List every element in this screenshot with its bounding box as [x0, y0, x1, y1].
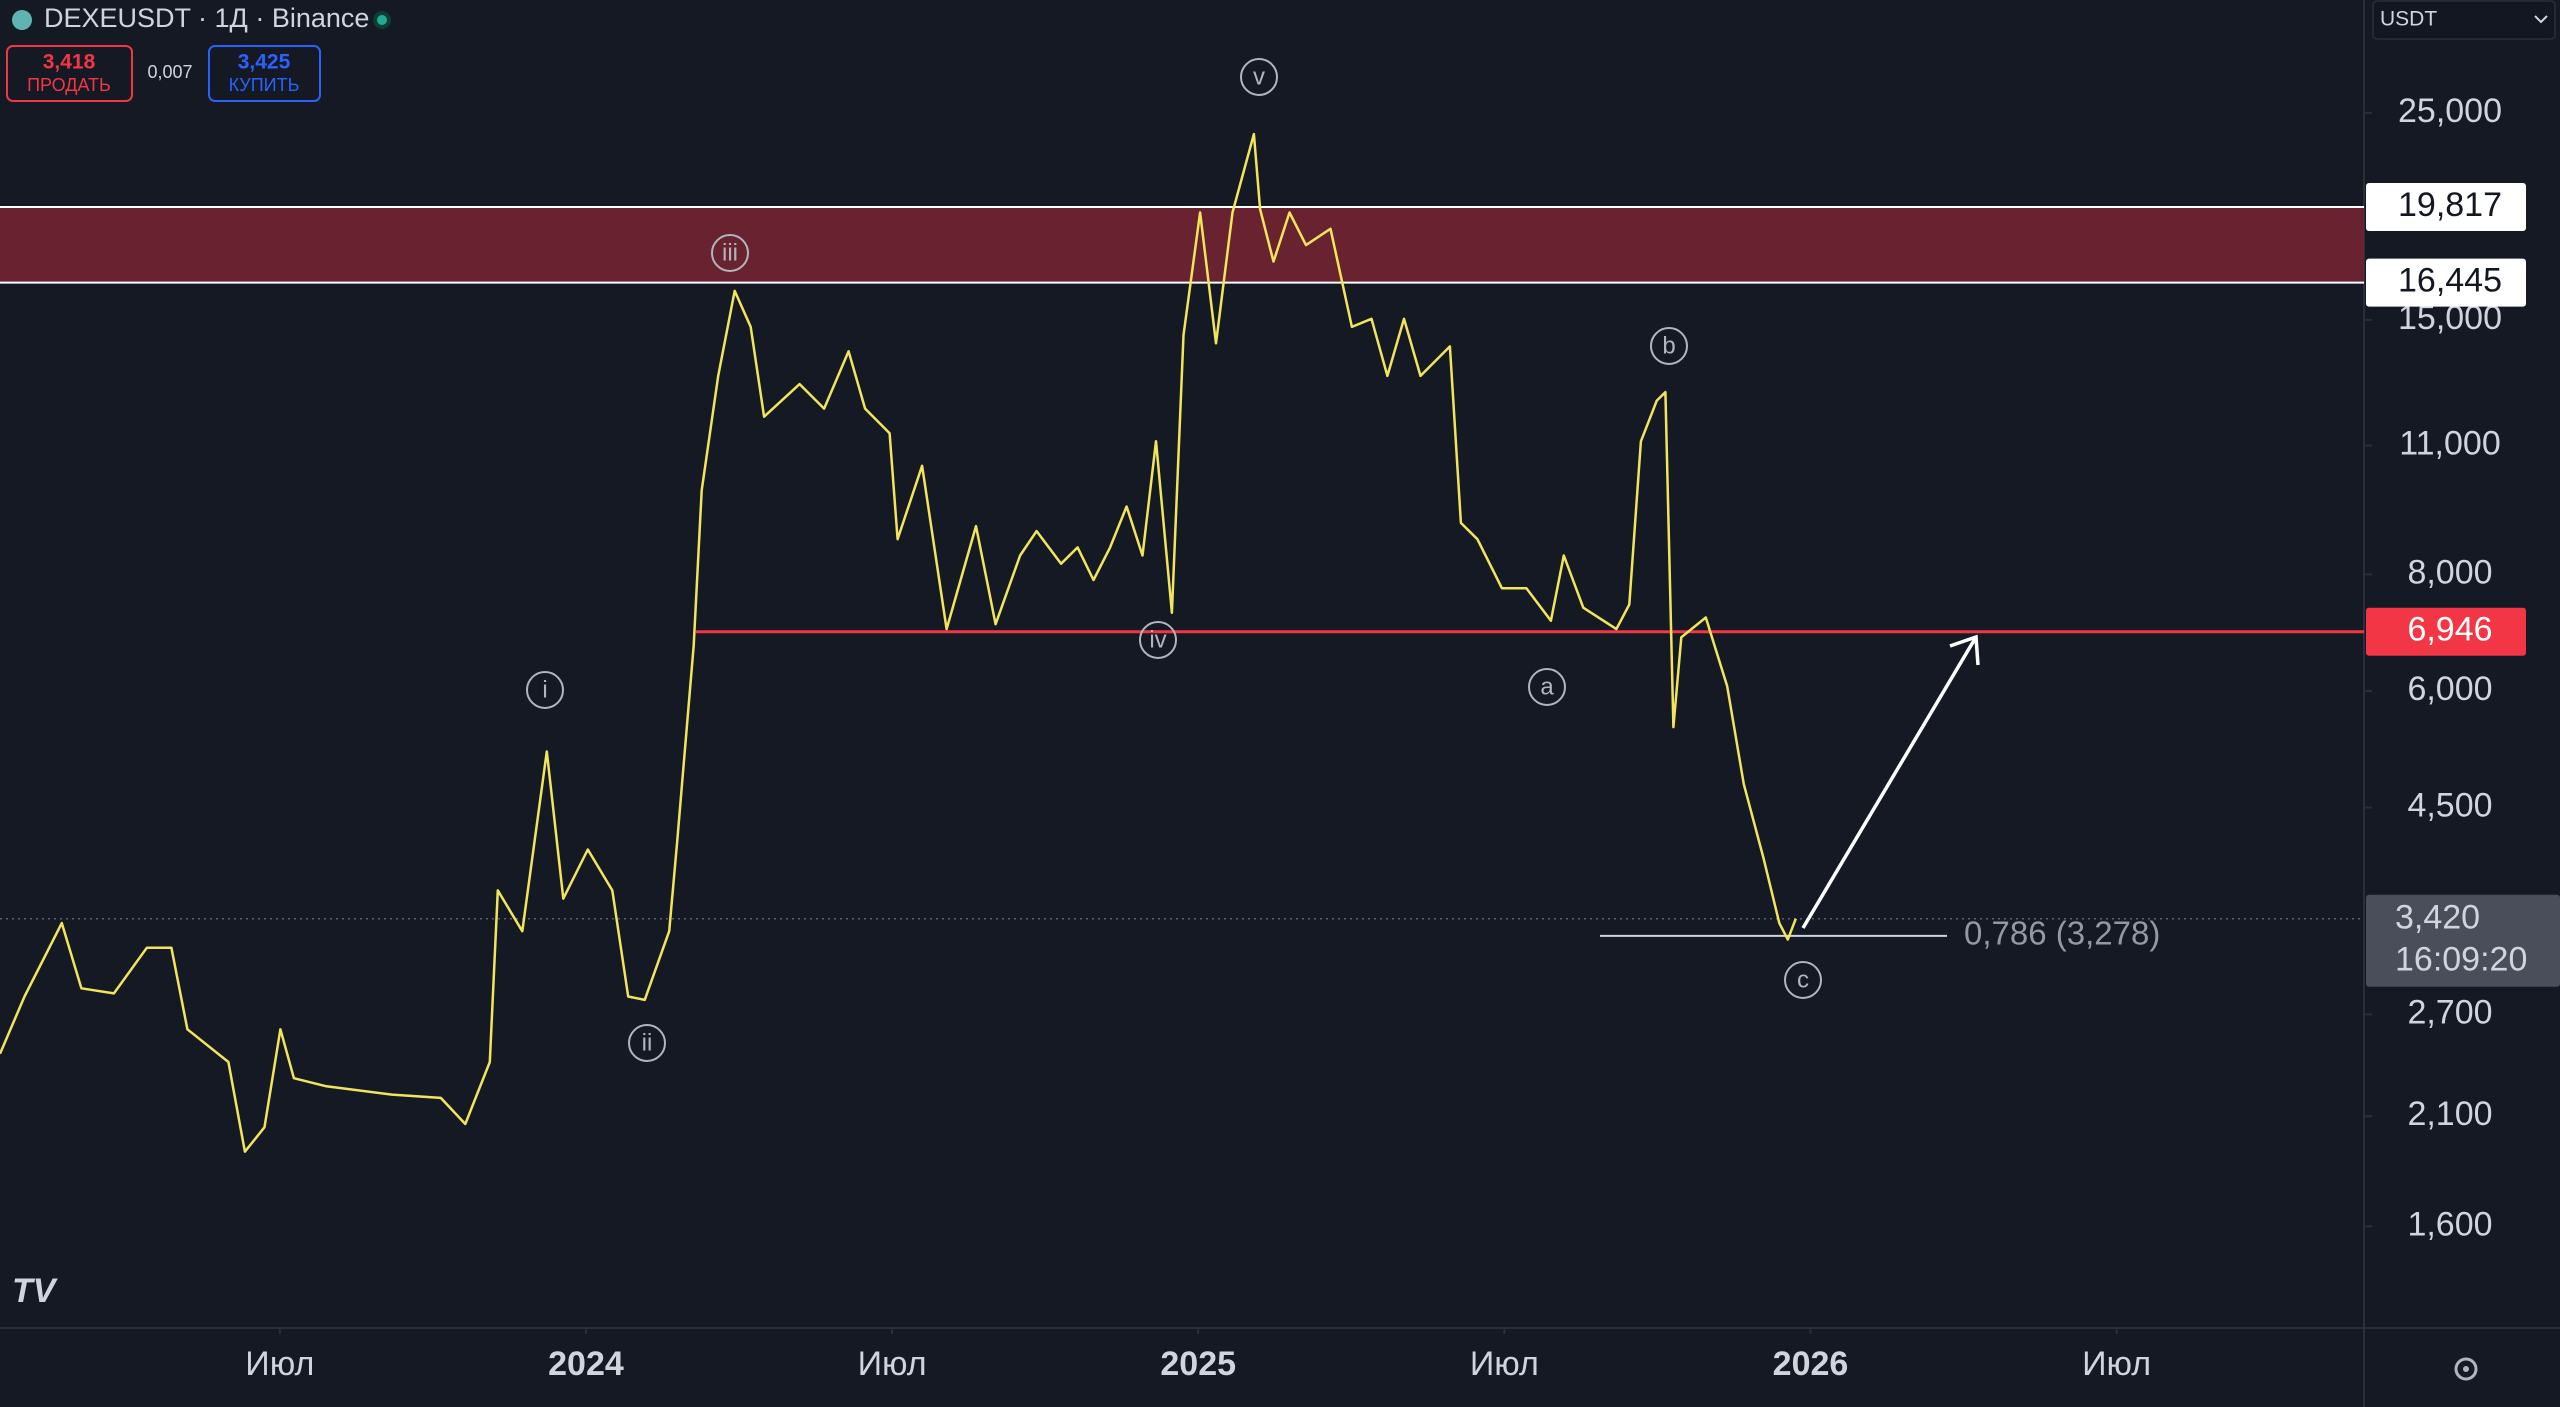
y-tick-label: 11,000	[2399, 424, 2500, 462]
settings-dot[interactable]	[2463, 1366, 2469, 1372]
wave-label-circle	[1784, 961, 1822, 999]
symbol-title: DEXEUSDT · 1Д · Binance	[44, 3, 369, 33]
symbol-icon	[12, 10, 32, 30]
countdown: 16:09:20	[2395, 941, 2527, 979]
zone-bottom-badge-bg	[2366, 258, 2526, 307]
settings-button[interactable]	[2454, 1357, 2478, 1381]
wave-label-circle	[1528, 668, 1566, 706]
zone-top-badge: 19,817	[2398, 186, 2502, 224]
currency-select[interactable]	[2372, 0, 2556, 40]
projection-arrow-head	[1949, 634, 1980, 666]
price-line	[0, 132, 1797, 1153]
zone-top-badge-bg	[2366, 183, 2526, 232]
wave-label: b	[1662, 332, 1675, 359]
x-tick-label: Июл	[1470, 1345, 1539, 1383]
y-tick-label: 4,500	[2407, 787, 2492, 825]
x-tick-label: 2026	[1773, 1345, 1849, 1383]
resistance-zone	[0, 207, 2364, 283]
zone-bottom-badge: 16,445	[2398, 262, 2502, 300]
header: DEXEUSDT · 1Д · Binance 3,418 ПРОДАТЬ 0,…	[6, 0, 2556, 102]
sell-price[interactable]: 3,418	[43, 51, 96, 74]
y-tick-label: 8,000	[2407, 553, 2492, 591]
last-price-badge: 3,420	[2395, 899, 2480, 937]
wave-label-circle	[711, 234, 749, 272]
spread: 0,007	[147, 62, 192, 82]
fib-label: 0,786 (3,278)	[1964, 915, 2160, 952]
status-dot-inner	[377, 15, 387, 25]
sell-button[interactable]	[6, 45, 133, 102]
plot-area: 25,00015,00011,0008,0006,0004,5002,7002,…	[0, 58, 2502, 1383]
y-tick-label: 2,700	[2407, 993, 2492, 1031]
support-badge: 6,946	[2407, 611, 2492, 649]
support-badge-bg	[2366, 607, 2526, 656]
wave-label: c	[1797, 966, 1809, 993]
x-tick-label: Июл	[245, 1345, 314, 1383]
wave-label-circle	[526, 671, 564, 709]
wave-label-circle	[1139, 621, 1177, 659]
x-tick-label: 2025	[1160, 1345, 1236, 1383]
buy-price[interactable]: 3,425	[238, 51, 291, 74]
x-tick-label: Июл	[2082, 1345, 2151, 1383]
x-tick-label: 2024	[548, 1345, 624, 1383]
wave-label: v	[1253, 63, 1265, 90]
logo: TV	[12, 1272, 59, 1310]
y-tick-label: 2,100	[2407, 1095, 2492, 1133]
dropdown-caret[interactable]	[2534, 15, 2548, 24]
wave-label-circle	[1240, 58, 1278, 96]
wave-label: iii	[722, 239, 738, 266]
projection-arrow	[1801, 636, 1978, 929]
last-price-badge-bg	[2366, 894, 2560, 987]
y-tick-label: 6,000	[2407, 670, 2492, 708]
currency-label[interactable]: USDT	[2380, 8, 2437, 31]
wave-label: a	[1540, 673, 1554, 700]
y-tick-label: 25,000	[2398, 92, 2502, 130]
wave-label: iv	[1149, 626, 1166, 653]
buy-label[interactable]: КУПИТЬ	[229, 75, 300, 95]
wave-label-circle	[628, 1024, 666, 1062]
x-tick-label: Июл	[858, 1345, 927, 1383]
wave-label: ii	[642, 1029, 653, 1056]
wave-label-circle	[1650, 327, 1688, 365]
y-tick-label: 1,600	[2407, 1205, 2492, 1243]
buy-button[interactable]	[208, 45, 321, 102]
sell-label[interactable]: ПРОДАТЬ	[27, 75, 111, 95]
wave-label: i	[542, 676, 547, 703]
